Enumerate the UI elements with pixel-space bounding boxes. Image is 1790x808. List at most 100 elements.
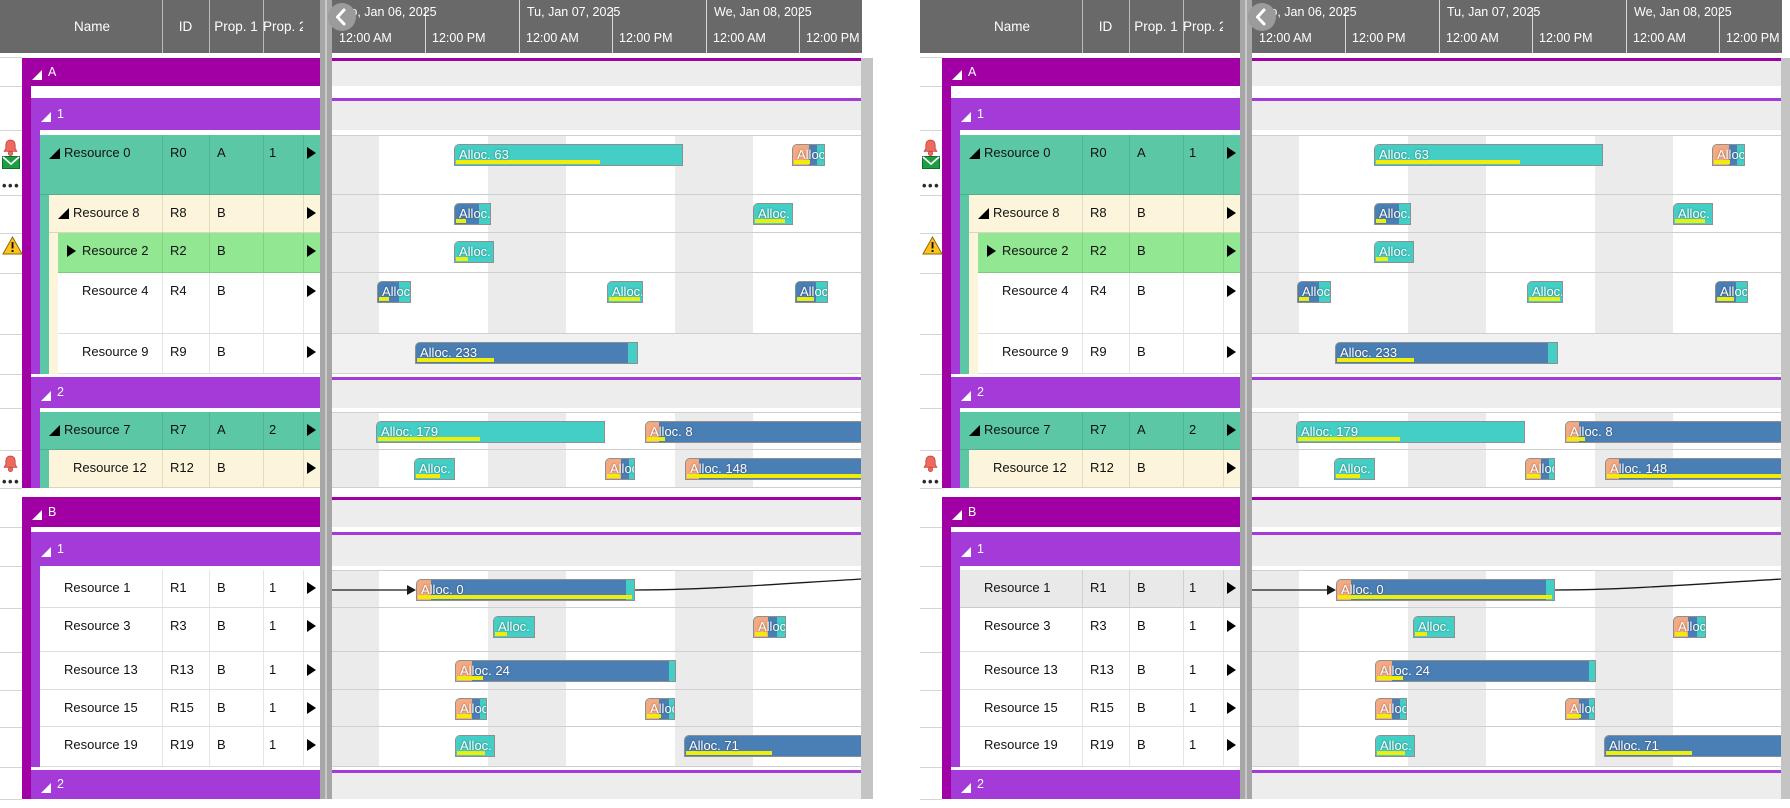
allocation-bar[interactable]: Alloc. 148	[1605, 458, 1782, 480]
row-arrow-button[interactable]	[307, 461, 316, 474]
allocation-bar[interactable]: Alloc	[645, 698, 675, 720]
allocation-bar[interactable]: Alloc.	[1375, 735, 1415, 757]
column-header-prop-1[interactable]: Prop. 1	[214, 19, 258, 34]
expand-open-icon[interactable]	[978, 206, 989, 219]
splitter[interactable]	[320, 0, 332, 799]
table-row-R7[interactable]: Resource 7 R7 A 2	[40, 412, 320, 450]
row-arrow-button[interactable]	[307, 701, 316, 714]
expand-open-icon[interactable]	[41, 544, 51, 557]
dots-icon[interactable]: •••	[2, 178, 21, 193]
column-header-name[interactable]: Name	[73, 19, 110, 34]
table-row-R2[interactable]: Resource 2 R2 B	[58, 233, 320, 273]
allocation-bar[interactable]: Alloc. 24	[1375, 660, 1596, 682]
row-arrow-button[interactable]	[307, 206, 316, 219]
expand-open-icon[interactable]	[961, 109, 971, 122]
allocation-bar[interactable]: Alloc.	[1334, 458, 1375, 480]
allocation-bar[interactable]: Alloc.	[1715, 281, 1748, 303]
expand-open-icon[interactable]	[969, 146, 980, 159]
group-row-A[interactable]: A	[942, 58, 1240, 86]
allocation-bar[interactable]: Alloc. 8	[1565, 421, 1782, 443]
allocation-bar[interactable]: Alloc.	[1673, 203, 1713, 225]
column-header-id[interactable]: ID	[1098, 19, 1113, 34]
group-row-B[interactable]: B	[22, 497, 320, 527]
table-row-R0[interactable]: Resource 0 R0 A 1	[40, 135, 320, 195]
row-arrow-button[interactable]	[1227, 244, 1236, 257]
allocation-bar[interactable]: Alloc.	[377, 281, 411, 303]
allocation-bar[interactable]: Alloc. 71	[1604, 735, 1782, 757]
expand-open-icon[interactable]	[49, 423, 60, 436]
allocation-bar[interactable]: Alloc. 148	[685, 458, 862, 480]
expand-open-icon[interactable]	[952, 507, 962, 520]
group-row-1[interactable]: 1	[951, 98, 1240, 130]
group-row-1[interactable]: 1	[951, 532, 1240, 566]
allocation-bar[interactable]: Alloc	[605, 458, 635, 480]
column-header-prop-2[interactable]: Prop. 2	[1183, 19, 1223, 34]
row-arrow-button[interactable]	[1227, 284, 1236, 297]
allocation-bar[interactable]: Alloc	[1375, 698, 1407, 720]
group-row-2[interactable]: 2	[951, 377, 1240, 408]
table-row-R13[interactable]: Resource 13 R13 B 1	[40, 652, 320, 690]
expand-open-icon[interactable]	[32, 507, 42, 520]
table-row-R15[interactable]: Resource 15 R15 B 1	[40, 690, 320, 727]
row-arrow-button[interactable]	[307, 146, 316, 159]
expand-closed-icon[interactable]	[67, 244, 78, 257]
allocation-bar[interactable]: Alloc. 233	[1335, 342, 1558, 364]
allocation-bar[interactable]: Alloc. 179	[1296, 421, 1525, 443]
allocation-bar[interactable]: Alloc. 24	[455, 660, 676, 682]
dots-icon[interactable]: •••	[922, 178, 941, 193]
group-row-1[interactable]: 1	[31, 532, 320, 566]
table-row-R12[interactable]: Resource 12 R12 B	[49, 450, 320, 488]
allocation-bar[interactable]: Alloc.	[454, 241, 494, 263]
table-row-R1[interactable]: Resource 1 R1 B 1	[40, 570, 320, 608]
row-arrow-button[interactable]	[1227, 146, 1236, 159]
row-arrow-button[interactable]	[1227, 663, 1236, 676]
table-row-R7[interactable]: Resource 7 R7 A 2	[960, 412, 1240, 450]
row-arrow-button[interactable]	[307, 345, 316, 358]
expand-open-icon[interactable]	[961, 544, 971, 557]
row-arrow-button[interactable]	[307, 423, 316, 436]
expand-open-icon[interactable]	[49, 146, 60, 159]
allocation-bar[interactable]: Alloc	[1565, 698, 1595, 720]
group-row-A[interactable]: A	[22, 58, 320, 86]
column-header-prop-1[interactable]: Prop. 1	[1134, 19, 1178, 34]
allocation-bar[interactable]: Alloc. 179	[376, 421, 605, 443]
column-header-prop-2[interactable]: Prop. 2	[263, 19, 303, 34]
column-header-name[interactable]: Name	[993, 19, 1030, 34]
group-row-B[interactable]: B	[942, 497, 1240, 527]
expand-open-icon[interactable]	[961, 388, 971, 401]
allocation-bar[interactable]: Alloc.	[1374, 203, 1411, 225]
allocation-bar[interactable]: Alloc. 0	[1336, 579, 1555, 601]
expand-open-icon[interactable]	[952, 67, 962, 80]
table-row-R3[interactable]: Resource 3 R3 B 1	[40, 608, 320, 652]
allocation-bar[interactable]: Alloc. 71	[684, 735, 862, 757]
group-row-2[interactable]: 2	[31, 770, 320, 799]
table-row-R19[interactable]: Resource 19 R19 B 1	[40, 727, 320, 767]
expand-open-icon[interactable]	[41, 388, 51, 401]
expand-closed-icon[interactable]	[987, 244, 998, 257]
allocation-bar[interactable]: Alloc. 63	[454, 144, 683, 166]
table-row-R3[interactable]: Resource 3 R3 B 1	[960, 608, 1240, 652]
allocation-bar[interactable]: Alloc.	[607, 281, 643, 303]
allocation-bar[interactable]: Alloc	[792, 144, 825, 166]
table-row-R9[interactable]: Resource 9 R9 B	[58, 334, 320, 374]
row-arrow-button[interactable]	[1227, 701, 1236, 714]
allocation-bar[interactable]: Alloc.	[1527, 281, 1563, 303]
allocation-bar[interactable]: Alloc.	[414, 458, 455, 480]
row-arrow-button[interactable]	[307, 244, 316, 257]
dots-icon[interactable]: •••	[922, 474, 941, 489]
vertical-scrollbar[interactable]	[861, 58, 873, 799]
table-row-R13[interactable]: Resource 13 R13 B 1	[960, 652, 1240, 690]
allocation-bar[interactable]: Alloc.	[1413, 616, 1455, 638]
group-row-1[interactable]: 1	[31, 98, 320, 130]
allocation-bar[interactable]: Alloc	[1673, 616, 1706, 638]
table-row-R8[interactable]: Resource 8 R8 B	[49, 195, 320, 233]
splitter[interactable]	[1240, 0, 1252, 799]
row-arrow-button[interactable]	[1227, 619, 1236, 632]
row-arrow-button[interactable]	[1227, 423, 1236, 436]
vertical-scrollbar[interactable]	[1781, 58, 1790, 799]
allocation-bar[interactable]: Alloc.	[1374, 241, 1414, 263]
allocation-bar[interactable]: Alloc	[455, 698, 487, 720]
row-arrow-button[interactable]	[307, 619, 316, 632]
expand-open-icon[interactable]	[961, 780, 971, 793]
allocation-bar[interactable]: Alloc	[1525, 458, 1555, 480]
